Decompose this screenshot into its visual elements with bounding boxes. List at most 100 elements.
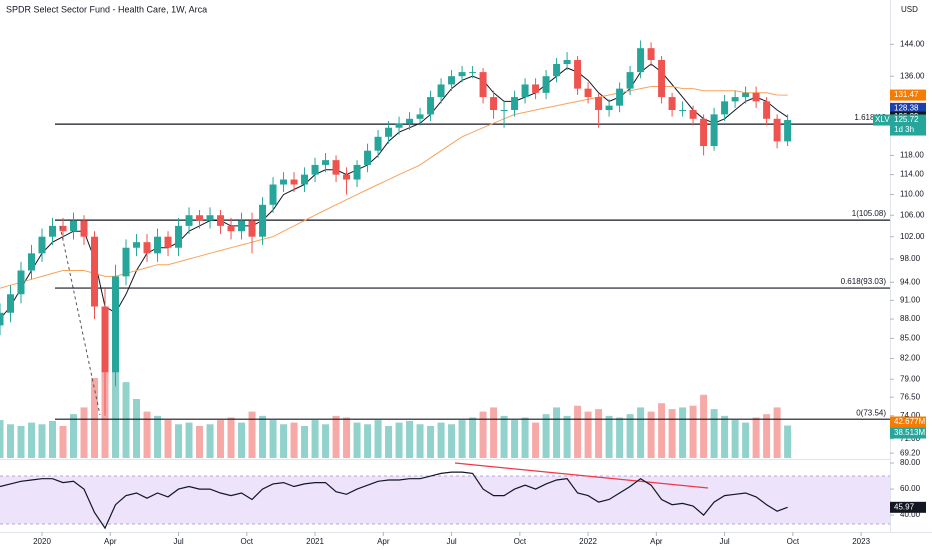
- y-tick-label: 91.00: [900, 295, 921, 304]
- candle-body: [406, 118, 414, 124]
- price-layer: 1.618(12 1(105.08) 0.618(93.03) 0(73.54): [0, 40, 890, 420]
- volume-bar: [595, 409, 603, 458]
- candle-body: [616, 88, 624, 106]
- y-tick-label: 136.00: [900, 71, 925, 80]
- candle-body: [542, 76, 550, 93]
- rsi-last-label-bg: [890, 501, 926, 513]
- volume-last-label-bg: [890, 427, 926, 439]
- y-tick-label: 102.00: [900, 232, 925, 241]
- volume-bar: [752, 417, 760, 458]
- x-tick-label: Jul: [446, 537, 456, 546]
- candle-body: [196, 215, 204, 221]
- candle-body: [70, 220, 78, 232]
- candle-body: [500, 110, 508, 112]
- volume-bar: [217, 420, 225, 458]
- candle-body: [133, 242, 141, 248]
- candle-body: [385, 127, 393, 137]
- last-price-bg: [890, 114, 926, 136]
- volume-bar: [784, 425, 792, 458]
- volume-bar: [395, 422, 403, 458]
- volume-bar: [343, 417, 351, 458]
- volume-bar: [637, 407, 645, 458]
- volume-bar: [353, 422, 361, 458]
- candle-body: [227, 225, 235, 232]
- volume-bar: [7, 424, 15, 458]
- candle-body: [122, 247, 130, 277]
- candle-body: [101, 306, 109, 373]
- symbol-tag: XLV: [875, 115, 890, 124]
- volume-bar: [0, 420, 4, 458]
- fib-label: 0(73.54): [856, 408, 886, 417]
- rsi-tick-label: 40.00: [900, 510, 921, 519]
- volume-bar: [322, 424, 330, 458]
- candle-body: [437, 84, 445, 98]
- candle-body: [458, 72, 466, 77]
- candle-body: [721, 101, 729, 115]
- candle-body: [185, 215, 193, 226]
- volume-bar: [38, 424, 46, 458]
- y-tick-label: 85.00: [900, 334, 921, 343]
- y-tick-label: 94.00: [900, 277, 921, 286]
- chart-title: SPDR Select Sector Fund - Health Care, 1…: [6, 4, 207, 14]
- y-tick-label: 106.00: [900, 210, 925, 219]
- volume-bar: [154, 415, 162, 458]
- ma-label-bg: [890, 102, 926, 114]
- x-tick-label: Jul: [719, 537, 729, 546]
- x-tick-label: 2021: [306, 537, 324, 546]
- candle-body: [427, 97, 435, 115]
- volume-bar: [196, 425, 204, 458]
- candle-body: [532, 84, 540, 93]
- rsi-line: [0, 471, 788, 530]
- volume-bar: [364, 424, 372, 458]
- volume-bar: [248, 411, 256, 458]
- ma-label: 128.38: [894, 103, 919, 112]
- countdown: 1d 3h: [894, 125, 914, 134]
- y-tick-label: 98.00: [900, 254, 921, 263]
- candle-body: [259, 204, 267, 237]
- candle-body: [574, 60, 582, 89]
- volume-bar: [70, 414, 78, 458]
- volume-bar: [763, 414, 771, 458]
- candle-body: [605, 105, 613, 111]
- x-tick-label: Apr: [650, 537, 663, 546]
- volume-bar: [448, 424, 456, 458]
- ma-label-bg: [890, 89, 926, 101]
- volume-bar: [28, 422, 36, 458]
- volume-bar: [227, 417, 235, 458]
- currency: USD: [901, 5, 918, 14]
- symbol-tag-bg: [873, 114, 890, 126]
- volume-bar: [574, 405, 582, 458]
- x-tick-label: 2020: [33, 537, 51, 546]
- volume-bar: [143, 411, 151, 458]
- x-tick-label: Apr: [104, 537, 117, 546]
- rsi-band: [0, 476, 890, 524]
- candle-body: [626, 72, 634, 89]
- candle-body: [521, 84, 529, 98]
- volume-bar: [731, 420, 739, 458]
- volume-bar: [521, 417, 529, 458]
- volume-bar: [206, 424, 214, 458]
- candle-body: [164, 236, 172, 248]
- volume-bar: [112, 356, 120, 458]
- volume-layer: [0, 348, 792, 458]
- y-tick-label: 114.00: [900, 170, 924, 179]
- volume-bar: [259, 415, 267, 458]
- x-tick-label: 2023: [852, 537, 870, 546]
- candle-body: [49, 225, 57, 237]
- volume-bar: [679, 407, 687, 458]
- candle-body: [343, 174, 351, 180]
- rsi-trendline: [454, 462, 709, 489]
- volume-bar: [49, 420, 57, 458]
- volume-bar: [164, 420, 172, 458]
- volume-bar: [406, 420, 414, 458]
- volume-bar: [301, 425, 309, 458]
- volume-bar: [332, 415, 340, 458]
- candle-body: [38, 236, 46, 254]
- candle-body: [658, 60, 666, 98]
- rsi-tick-label: 80.00: [900, 458, 921, 467]
- x-tick-label: Oct: [514, 537, 527, 546]
- volume-bar: [668, 409, 676, 458]
- candle-body: [742, 92, 750, 98]
- candle-body: [364, 150, 372, 165]
- volume-bar: [647, 411, 655, 458]
